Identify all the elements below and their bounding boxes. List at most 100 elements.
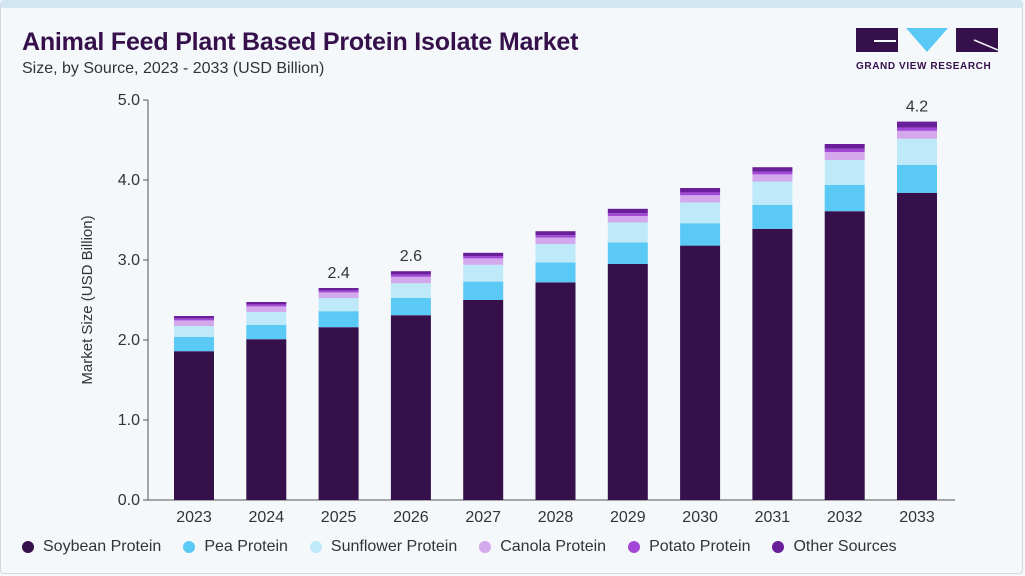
legend: Soybean Protein Pea Protein Sunflower Prot… — [22, 538, 897, 556]
legend-label: Canola Protein — [500, 538, 607, 555]
legend-item: Canola Protein — [479, 538, 606, 556]
bar-segment-sunflower-protein — [246, 312, 287, 325]
bar-segment-potato-protein — [680, 192, 721, 196]
legend-swatch — [628, 541, 641, 553]
x-tick-label: 2025 — [321, 509, 357, 526]
logo-text: GRAND VIEW RESEARCH — [856, 61, 992, 72]
bar-segment-sunflower-protein — [897, 138, 937, 165]
bar-segment-sunflower-protein — [463, 264, 504, 282]
legend-item: Other Sources — [772, 538, 897, 556]
bar-segment-canola-protein — [390, 276, 431, 284]
bar-segment-sunflower-protein — [390, 283, 431, 298]
grand-view-research-logo: GRAND VIEW RESEARCH — [856, 28, 999, 72]
y-tick-label: 2.0 — [118, 332, 140, 349]
y-axis-label: Market Size (USD Billion) — [79, 215, 96, 384]
legend-label: Sunflower Protein — [330, 538, 458, 555]
bar-segment-canola-protein — [824, 152, 865, 160]
bar-segment-other-sources — [607, 208, 648, 214]
legend-label: Other Sources — [793, 538, 897, 555]
bar-segment-sunflower-protein — [680, 202, 721, 224]
bar-segment-potato-protein — [463, 256, 504, 259]
bar-segment-other-sources — [680, 188, 721, 193]
legend-item: Pea Protein — [183, 538, 288, 556]
bar-segment-soybean-protein — [680, 245, 721, 500]
bar-segment-canola-protein — [752, 174, 793, 182]
y-tick-label: 5.0 — [118, 92, 140, 109]
legend-label: Potato Protein — [649, 538, 751, 555]
legend-swatch — [772, 541, 785, 553]
bar-segment-sunflower-protein — [174, 326, 214, 337]
legend-label: Soybean Protein — [43, 538, 162, 555]
bar-segment-soybean-protein — [535, 282, 576, 500]
bar-segment-canola-protein — [246, 306, 287, 312]
data-label: 2.4 — [327, 265, 349, 282]
bar-segment-potato-protein — [318, 290, 359, 293]
x-tick-label: 2024 — [249, 509, 285, 526]
bar-segment-potato-protein — [535, 235, 576, 238]
bar-segment-pea-protein — [318, 311, 359, 328]
bar-segment-canola-protein — [680, 195, 721, 203]
bar-segment-soybean-protein — [824, 211, 865, 500]
chart-subtitle: Size, by Source, 2023 - 2033 (USD Billio… — [22, 60, 325, 77]
bar-segment-other-sources — [463, 252, 504, 256]
bar-segment-sunflower-protein — [752, 181, 793, 205]
bar-segment-pea-protein — [607, 242, 648, 264]
bar-segment-potato-protein — [752, 171, 793, 175]
bar-segment-other-sources — [390, 271, 431, 275]
bar-segment-other-sources — [824, 144, 865, 149]
bar-segment-soybean-protein — [607, 264, 648, 500]
bar-segment-pea-protein — [752, 204, 793, 229]
bar-segment-soybean-protein — [318, 327, 359, 500]
x-tick-label: 2031 — [755, 509, 791, 526]
x-tick-label: 2033 — [899, 509, 935, 526]
data-label: 4.2 — [906, 99, 928, 116]
bar-segment-soybean-protein — [463, 300, 504, 500]
bar-segment-other-sources — [897, 121, 937, 128]
legend-swatch — [479, 541, 492, 553]
x-tick-label: 2032 — [827, 509, 863, 526]
bar-segment-soybean-protein — [174, 351, 214, 500]
bar-segment-potato-protein — [824, 148, 865, 152]
x-tick-label: 2027 — [465, 509, 501, 526]
bar-segment-other-sources — [174, 316, 214, 319]
bar-segment-other-sources — [535, 231, 576, 236]
bar-segment-other-sources — [318, 288, 359, 291]
chart-title: Animal Feed Plant Based Protein Isolate … — [22, 28, 579, 56]
y-tick-label: 0.0 — [118, 492, 140, 509]
y-tick-label: 4.0 — [118, 172, 140, 189]
x-tick-label: 2029 — [610, 509, 646, 526]
bar-segment-canola-protein — [607, 216, 648, 223]
bar-segment-sunflower-protein — [824, 160, 865, 185]
bar-segment-potato-protein — [174, 318, 214, 321]
bar-segment-pea-protein — [897, 164, 937, 193]
bar-segment-pea-protein — [535, 262, 576, 283]
bar-segment-potato-protein — [390, 274, 431, 277]
bar-segment-sunflower-protein — [318, 298, 359, 312]
x-tick-label: 2023 — [176, 509, 212, 526]
legend-item: Soybean Protein — [22, 538, 161, 556]
bar-segment-canola-protein — [535, 237, 576, 244]
bar-segment-canola-protein — [897, 130, 937, 139]
bar-segment-pea-protein — [174, 336, 214, 352]
bar-segment-soybean-protein — [390, 315, 431, 500]
bar-segment-other-sources — [752, 167, 793, 172]
bar-segment-pea-protein — [463, 281, 504, 300]
x-tick-label: 2028 — [538, 509, 574, 526]
bar-segment-canola-protein — [318, 292, 359, 298]
x-tick-label: 2030 — [682, 509, 718, 526]
legend-item: Sunflower Protein — [309, 538, 458, 556]
legend-swatch — [22, 541, 34, 553]
bar-segment-canola-protein — [463, 258, 504, 265]
bar-segment-pea-protein — [246, 324, 287, 340]
bar-segment-other-sources — [246, 302, 287, 305]
legend-swatch — [183, 541, 196, 553]
bar-segment-pea-protein — [680, 223, 721, 246]
y-tick-label: 1.0 — [118, 412, 140, 429]
legend-swatch — [309, 541, 322, 553]
bar-segment-sunflower-protein — [535, 244, 576, 263]
x-tick-label: 2026 — [393, 509, 429, 526]
bar-segment-soybean-protein — [246, 339, 287, 500]
legend-item: Potato Protein — [628, 538, 750, 556]
bar-segment-potato-protein — [246, 304, 287, 307]
